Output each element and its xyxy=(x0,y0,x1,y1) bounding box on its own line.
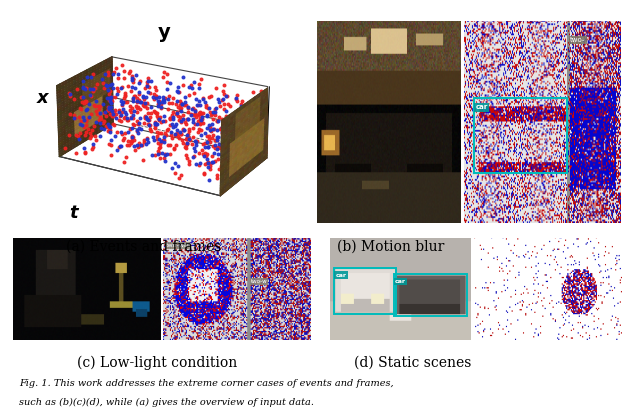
Bar xyxy=(474,98,568,173)
Text: two-: two- xyxy=(570,37,586,43)
Text: two-w: two-w xyxy=(251,279,268,284)
Text: car: car xyxy=(395,279,406,284)
Text: such as (b)(c)(d), while (a) gives the overview of input data.: such as (b)(c)(d), while (a) gives the o… xyxy=(19,398,314,407)
Text: Fig. 1. This work addresses the extreme corner cases of events and frames,: Fig. 1. This work addresses the extreme … xyxy=(19,379,394,389)
Text: car: car xyxy=(476,104,488,111)
Bar xyxy=(335,268,396,314)
Text: two-wh: two-wh xyxy=(166,243,189,248)
Text: (d) Static scenes: (d) Static scenes xyxy=(354,355,472,369)
Bar xyxy=(394,274,467,316)
Text: t: t xyxy=(69,204,77,222)
Text: y: y xyxy=(158,23,171,42)
Text: (c) Low-light condition: (c) Low-light condition xyxy=(77,355,237,370)
Text: (a) Events and frames: (a) Events and frames xyxy=(67,240,221,254)
Text: x: x xyxy=(37,89,49,108)
Text: (b) Motion blur: (b) Motion blur xyxy=(337,240,444,254)
Text: car: car xyxy=(335,273,346,278)
